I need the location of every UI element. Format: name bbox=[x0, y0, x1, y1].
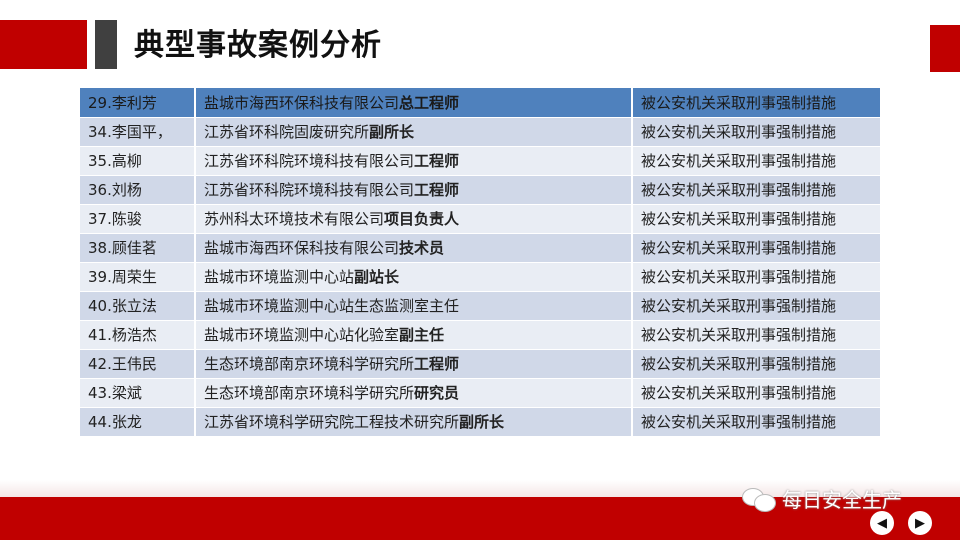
role-text: 工程师 bbox=[414, 181, 460, 199]
org-text: 生态环境部南京环境科学研究所 bbox=[204, 384, 415, 402]
name-cell: 29.李利芳 bbox=[80, 88, 196, 118]
status-cell: 被公安机关采取刑事强制措施 bbox=[632, 262, 880, 292]
position-cell: 盐城市环境监测中心站化验室副主任 bbox=[195, 320, 633, 350]
position-cell: 江苏省环科院固废研究所副所长 bbox=[195, 117, 633, 147]
status-cell: 被公安机关采取刑事强制措施 bbox=[632, 349, 880, 379]
name-cell: 38.顾佳茗 bbox=[80, 233, 196, 263]
status-cell: 被公安机关采取刑事强制措施 bbox=[632, 117, 880, 147]
red-accent-left bbox=[0, 20, 87, 69]
table-row: 39.周荣生 盐城市环境监测中心站副站长 被公安机关采取刑事强制措施 bbox=[80, 262, 880, 292]
position-cell: 江苏省环科院环境科技有限公司工程师 bbox=[195, 175, 633, 205]
name-cell: 41.杨浩杰 bbox=[80, 320, 196, 350]
position-cell: 江苏省环境科学研究院工程技术研究所副所长 bbox=[195, 407, 633, 437]
watermark-text: 每日安全生产 bbox=[782, 488, 902, 512]
org-text: 苏州科太环境技术有限公司 bbox=[204, 210, 385, 228]
org-text: 盐城市环境监测中心站 bbox=[204, 268, 355, 286]
status-cell: 被公安机关采取刑事强制措施 bbox=[632, 204, 880, 234]
table-row: 35.高柳 江苏省环科院环境科技有限公司工程师 被公安机关采取刑事强制措施 bbox=[80, 146, 880, 176]
name-cell: 39.周荣生 bbox=[80, 262, 196, 292]
table-row: 44.张龙 江苏省环境科学研究院工程技术研究所副所长 被公安机关采取刑事强制措施 bbox=[80, 407, 880, 437]
role-text: 工程师 bbox=[414, 355, 460, 373]
status-cell: 被公安机关采取刑事强制措施 bbox=[632, 407, 880, 437]
prev-slide-button[interactable]: ◀ bbox=[870, 511, 894, 535]
table-row: 40.张立法 盐城市环境监测中心站生态监测室主任 被公安机关采取刑事强制措施 bbox=[80, 291, 880, 321]
table-row: 36.刘杨 江苏省环科院环境科技有限公司工程师 被公安机关采取刑事强制措施 bbox=[80, 175, 880, 205]
role-text: 副所长 bbox=[459, 413, 505, 431]
position-cell: 盐城市环境监测中心站副站长 bbox=[195, 262, 633, 292]
wechat-icon bbox=[742, 487, 776, 512]
position-cell: 生态环境部南京环境科学研究所工程师 bbox=[195, 349, 633, 379]
status-cell: 被公安机关采取刑事强制措施 bbox=[632, 320, 880, 350]
arrow-left-icon: ◀ bbox=[877, 515, 887, 531]
next-slide-button[interactable]: ▶ bbox=[908, 511, 932, 535]
role-text: 项目负责人 bbox=[384, 210, 460, 228]
table-row: 38.顾佳茗 盐城市海西环保科技有限公司技术员 被公安机关采取刑事强制措施 bbox=[80, 233, 880, 263]
status-cell: 被公安机关采取刑事强制措施 bbox=[632, 233, 880, 263]
role-text: 副所长 bbox=[369, 123, 415, 141]
position-cell: 江苏省环科院环境科技有限公司工程师 bbox=[195, 146, 633, 176]
org-text: 盐城市海西环保科技有限公司 bbox=[204, 93, 400, 112]
role-text: 工程师 bbox=[414, 152, 460, 170]
org-text: 盐城市环境监测中心站化验室 bbox=[204, 326, 400, 344]
role-text: 副站长 bbox=[354, 268, 400, 286]
footer-fade bbox=[0, 480, 960, 497]
org-text: 江苏省环科院固废研究所 bbox=[204, 123, 370, 141]
org-text: 盐城市环境监测中心站生态监测室主任 bbox=[204, 297, 460, 315]
name-cell: 34.李国平， bbox=[80, 117, 196, 147]
table-row: 34.李国平， 江苏省环科院固废研究所副所长 被公安机关采取刑事强制措施 bbox=[80, 117, 880, 147]
gray-accent-bar bbox=[95, 20, 117, 69]
name-cell: 44.张龙 bbox=[80, 407, 196, 437]
org-text: 江苏省环境科学研究院工程技术研究所 bbox=[204, 413, 460, 431]
org-text: 生态环境部南京环境科学研究所 bbox=[204, 355, 415, 373]
status-cell: 被公安机关采取刑事强制措施 bbox=[632, 146, 880, 176]
page-title: 典型事故案例分析 bbox=[134, 28, 382, 63]
role-text: 研究员 bbox=[414, 384, 460, 402]
position-cell: 盐城市海西环保科技有限公司总工程师 bbox=[195, 88, 633, 118]
arrow-right-icon: ▶ bbox=[915, 515, 925, 531]
org-text: 盐城市海西环保科技有限公司 bbox=[204, 239, 400, 257]
position-cell: 盐城市海西环保科技有限公司技术员 bbox=[195, 233, 633, 263]
role-text: 技术员 bbox=[399, 239, 445, 257]
name-cell: 35.高柳 bbox=[80, 146, 196, 176]
position-cell: 盐城市环境监测中心站生态监测室主任 bbox=[195, 291, 633, 321]
name-cell: 40.张立法 bbox=[80, 291, 196, 321]
table-row: 43.梁斌 生态环境部南京环境科学研究所研究员 被公安机关采取刑事强制措施 bbox=[80, 378, 880, 408]
name-cell: 42.王伟民 bbox=[80, 349, 196, 379]
table-row: 41.杨浩杰 盐城市环境监测中心站化验室副主任 被公安机关采取刑事强制措施 bbox=[80, 320, 880, 350]
cases-table: 29.李利芳 盐城市海西环保科技有限公司总工程师 被公安机关采取刑事强制措施 34.李… bbox=[80, 88, 880, 437]
org-text: 江苏省环科院环境科技有限公司 bbox=[204, 181, 415, 199]
position-cell: 生态环境部南京环境科学研究所研究员 bbox=[195, 378, 633, 408]
status-cell: 被公安机关采取刑事强制措施 bbox=[632, 291, 880, 321]
org-text: 江苏省环科院环境科技有限公司 bbox=[204, 152, 415, 170]
table-row: 29.李利芳 盐城市海西环保科技有限公司总工程师 被公安机关采取刑事强制措施 bbox=[80, 88, 880, 118]
position-cell: 苏州科太环境技术有限公司项目负责人 bbox=[195, 204, 633, 234]
table-row: 37.陈骏 苏州科太环境技术有限公司项目负责人 被公安机关采取刑事强制措施 bbox=[80, 204, 880, 234]
watermark: 每日安全生产 bbox=[742, 484, 902, 513]
role-text: 总工程师 bbox=[399, 93, 460, 112]
name-cell: 43.梁斌 bbox=[80, 378, 196, 408]
role-text: 副主任 bbox=[399, 326, 445, 344]
name-cell: 36.刘杨 bbox=[80, 175, 196, 205]
table-row: 42.王伟民 生态环境部南京环境科学研究所工程师 被公安机关采取刑事强制措施 bbox=[80, 349, 880, 379]
red-accent-right bbox=[930, 25, 960, 72]
footer-band bbox=[0, 497, 960, 540]
status-cell: 被公安机关采取刑事强制措施 bbox=[632, 378, 880, 408]
name-cell: 37.陈骏 bbox=[80, 204, 196, 234]
status-cell: 被公安机关采取刑事强制措施 bbox=[632, 175, 880, 205]
status-cell: 被公安机关采取刑事强制措施 bbox=[632, 88, 880, 118]
